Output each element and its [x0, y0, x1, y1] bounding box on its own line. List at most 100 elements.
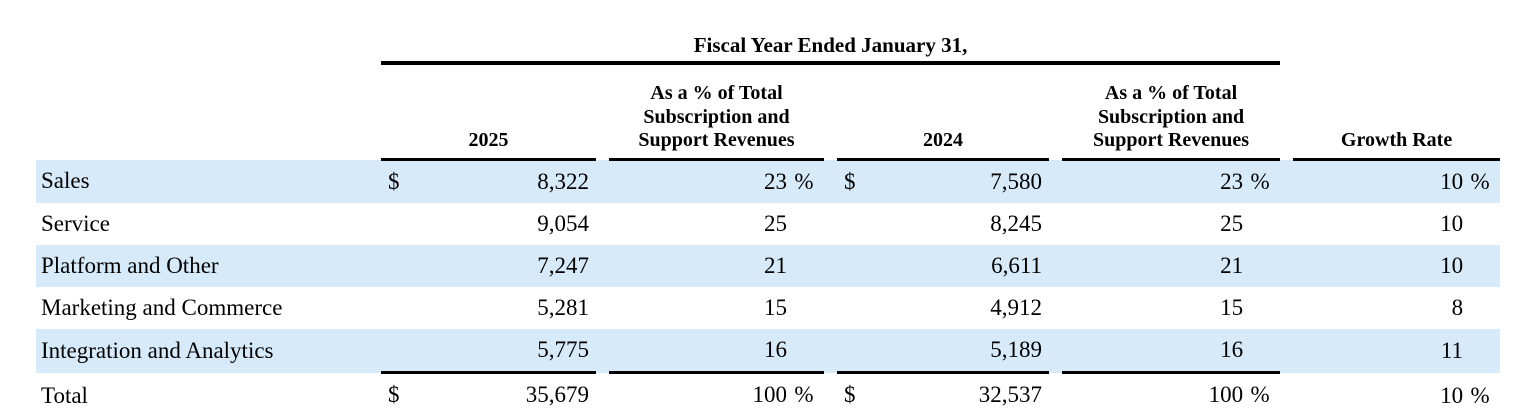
fy2025-pct-value: 15	[764, 295, 787, 320]
fy2024-pct-value: 100	[1208, 382, 1244, 407]
table-title: Fiscal Year Ended January 31,	[381, 14, 1281, 65]
percent-sign: %	[1250, 382, 1270, 407]
row-label: Platform and Other	[36, 245, 381, 287]
gap-cell	[596, 245, 609, 287]
table-row-total: Total $35,679 100% $32,537 100% 10%	[36, 371, 1500, 409]
growth-rate-value: 10	[1440, 383, 1464, 408]
gap-cell	[1049, 203, 1062, 245]
spacer-cell	[1280, 63, 1293, 160]
fy2024-value: 32,537	[978, 382, 1042, 407]
spacer-cell	[36, 14, 381, 63]
gap-cell	[596, 203, 609, 245]
percent-sign: %	[794, 169, 814, 194]
fy2025-pct-cell: 25	[609, 203, 824, 245]
percent-sign: %	[1470, 383, 1490, 408]
percent-sign: %	[1470, 169, 1490, 194]
fy2024-pct-value: 23	[1220, 169, 1244, 194]
growth-rate-cell: 10%	[1293, 373, 1500, 409]
fy2025-value: 5,775	[537, 337, 589, 362]
fy2025-pct-value: 100	[752, 382, 788, 407]
gap-cell	[596, 373, 609, 409]
gap-cell	[1280, 203, 1293, 245]
fy2024-pct-value: 21	[1220, 253, 1244, 278]
growth-rate-cell: 11	[1293, 329, 1501, 373]
growth-rate-cell: 10	[1293, 203, 1500, 245]
fy2024-pct-value: 15	[1220, 295, 1244, 320]
spacer-cell	[824, 63, 837, 160]
fy2025-pct-value: 16	[764, 337, 787, 362]
fy2024-pct-cell: 16	[1062, 329, 1281, 373]
growth-rate-cell: 10%	[1293, 159, 1501, 203]
spacer-cell	[1293, 14, 1500, 63]
fy2025-value: 9,054	[537, 211, 589, 236]
fy2025-value: 8,322	[537, 169, 589, 194]
fy2025-pct-cell: 16	[609, 329, 824, 373]
growth-rate-value: 10	[1440, 211, 1464, 236]
col-header-growth-rate: Growth Rate	[1293, 63, 1501, 161]
gap-cell	[1049, 373, 1062, 409]
fy2025-pct-value: 23	[764, 169, 787, 194]
gap-cell	[1280, 329, 1294, 373]
spacer-cell	[1280, 14, 1293, 63]
gap-cell	[1049, 287, 1062, 329]
fy2024-value-cell: 6,611	[837, 245, 1049, 287]
growth-rate-value: 11	[1440, 337, 1464, 363]
fy2025-value: 35,679	[525, 382, 589, 407]
fy2024-pct-value: 25	[1220, 211, 1244, 236]
gap-cell	[596, 287, 609, 329]
gap-cell	[824, 373, 837, 409]
percent-sign: %	[794, 382, 814, 407]
fy2024-value-cell: 4,912	[837, 287, 1049, 329]
gap-cell	[1280, 287, 1293, 329]
fy2024-value-cell: 5,189	[837, 329, 1049, 373]
fy2025-value-cell: $8,322	[381, 159, 596, 203]
growth-rate-value: 10	[1440, 253, 1464, 278]
gap-cell	[1049, 329, 1062, 373]
gap-cell	[1049, 245, 1062, 287]
dollar-sign: $	[844, 169, 856, 194]
fy2024-pct-cell: 100%	[1062, 371, 1281, 409]
row-label: Service	[41, 211, 110, 236]
fy2024-pct-cell: 23%	[1062, 159, 1281, 203]
spacer-cell	[36, 63, 381, 160]
fy2025-pct-value: 25	[764, 211, 787, 236]
gap-cell	[1280, 159, 1294, 203]
col-header-fy2024: 2024	[837, 63, 1049, 161]
fy2025-value-cell: 7,247	[381, 245, 596, 287]
fy2025-pct-cell: 21	[609, 245, 824, 287]
growth-rate-value: 8	[1451, 295, 1464, 320]
gap-cell	[1280, 245, 1294, 287]
fy2024-value: 4,912	[990, 295, 1042, 320]
fy2024-value: 7,580	[990, 169, 1042, 194]
gap-cell	[824, 287, 837, 329]
gap-cell	[824, 245, 837, 287]
fy2024-value: 8,245	[990, 211, 1042, 236]
row-label: Total	[41, 383, 88, 408]
fy2024-pct-value: 16	[1220, 337, 1244, 362]
growth-rate-cell: 10	[1293, 245, 1501, 287]
table-row-service: Service 9,054 25 8,245 25 10	[36, 203, 1500, 245]
gap-cell	[1049, 159, 1062, 203]
fy2024-pct-cell: 21	[1062, 245, 1281, 287]
table-row-integration-and-analytics: Integration and Analytics 5,775 16 5,189…	[36, 329, 1501, 373]
row-label: Sales	[36, 159, 381, 203]
growth-rate-cell: 8	[1293, 287, 1500, 329]
fy2025-pct-value: 21	[764, 253, 787, 278]
fy2025-value: 5,281	[537, 295, 589, 320]
fy2025-value-cell: 9,054	[381, 203, 596, 245]
dollar-sign: $	[388, 169, 400, 194]
dollar-sign: $	[844, 382, 856, 407]
gap-cell	[596, 159, 609, 203]
fy2025-pct-cell: 15	[609, 287, 824, 329]
percent-sign: %	[1250, 169, 1270, 194]
table-row-marketing-and-commerce: Marketing and Commerce 5,281 15 4,912 15…	[36, 287, 1500, 329]
growth-rate-value: 10	[1440, 169, 1464, 194]
fy2025-value: 7,247	[537, 253, 589, 278]
fy2025-value-cell: $35,679	[381, 371, 596, 409]
table-row-platform-and-other: Platform and Other 7,247 21 6,611 21 10	[36, 245, 1501, 287]
fy2024-value: 5,189	[990, 337, 1042, 362]
fy2025-pct-cell: 100%	[609, 371, 824, 409]
spacer-cell	[596, 63, 609, 160]
fy2024-pct-cell: 25	[1062, 203, 1280, 245]
